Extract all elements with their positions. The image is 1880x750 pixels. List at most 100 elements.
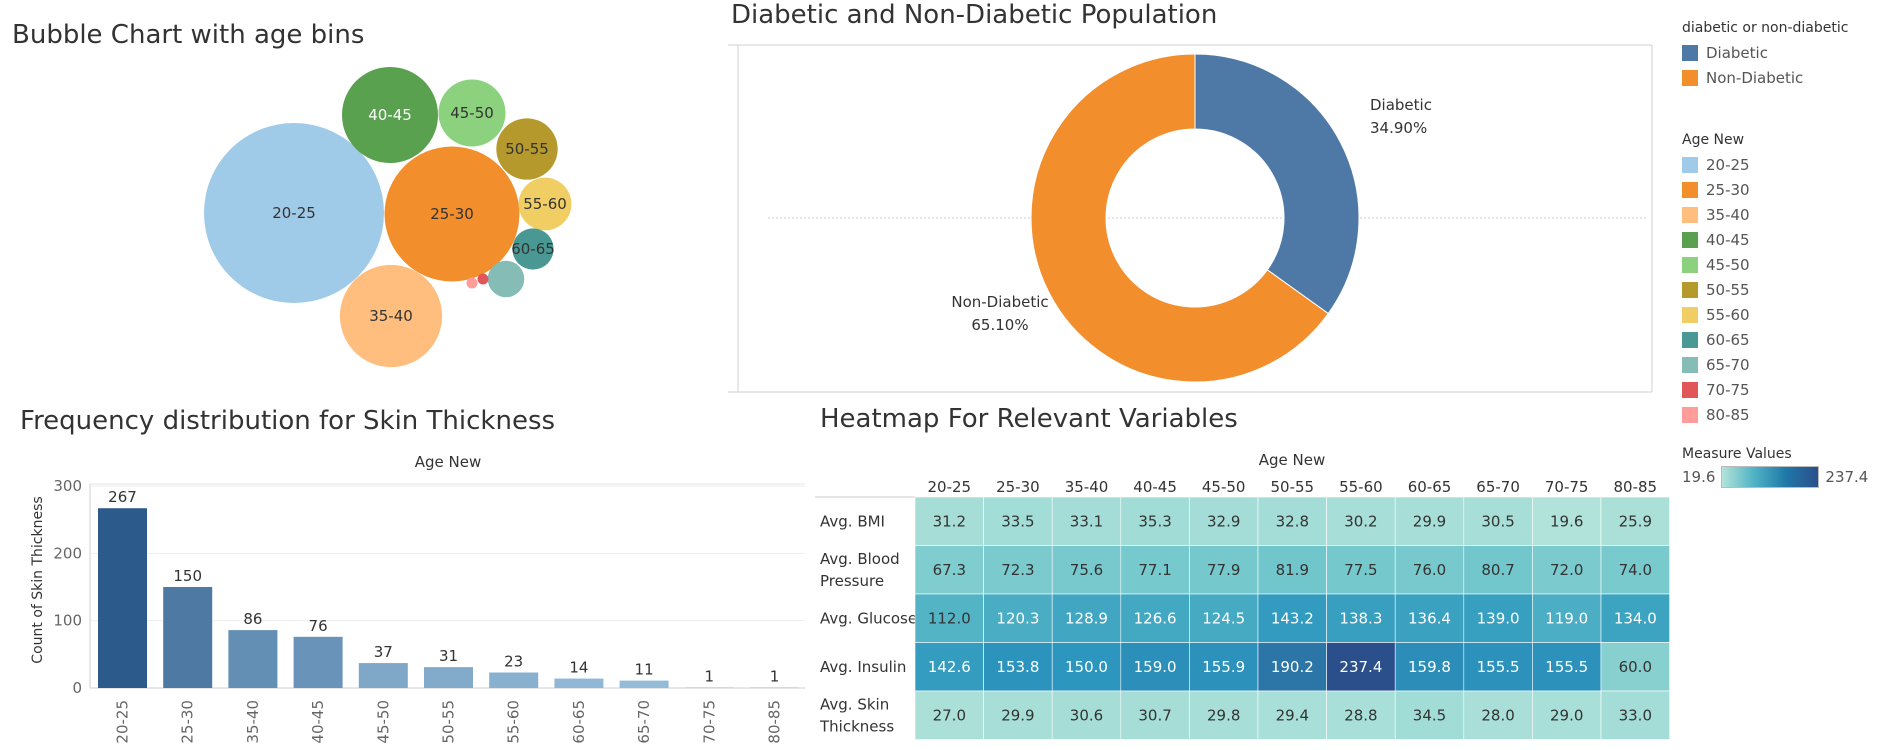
heatmap-cell[interactable] <box>1257 642 1327 692</box>
heatmap-cell[interactable] <box>1532 545 1602 595</box>
bar-y-tick-label: 200 <box>53 544 82 562</box>
bar-value-label: 76 <box>309 617 328 635</box>
bubble[interactable] <box>477 273 489 285</box>
heatmap-cell[interactable] <box>1463 545 1533 595</box>
age-legend-label: 45-50 <box>1706 255 1750 274</box>
bubble[interactable] <box>204 123 384 303</box>
heatmap-cell[interactable] <box>1189 496 1259 546</box>
donut-slice[interactable] <box>1030 53 1329 383</box>
donut-slice-percent: 34.90% <box>1370 119 1427 137</box>
heatmap-cell[interactable] <box>1600 642 1670 692</box>
heatmap-cell-value: 33.1 <box>1070 512 1103 530</box>
age-legend-title: Age New <box>1682 132 1745 148</box>
age-legend-item: 25-30 <box>1682 177 1750 202</box>
heatmap-cell[interactable] <box>1326 690 1396 740</box>
bar[interactable] <box>750 687 799 688</box>
heatmap-cell[interactable] <box>1257 690 1327 740</box>
bar[interactable] <box>358 663 408 688</box>
heatmap-cell[interactable] <box>1326 593 1396 643</box>
heatmap-cell-value: 134.0 <box>1614 609 1657 627</box>
heatmap-cell[interactable] <box>1532 496 1602 546</box>
bar[interactable] <box>424 667 473 688</box>
heatmap-row-label: Thickness <box>819 717 894 735</box>
heatmap-cell[interactable] <box>1463 690 1533 740</box>
heatmap-cell[interactable] <box>983 690 1053 740</box>
heatmap-cell-value: 128.9 <box>1065 609 1108 627</box>
bubble[interactable] <box>487 260 525 298</box>
heatmap-cell[interactable] <box>1600 545 1670 595</box>
heatmap-cell[interactable] <box>1120 545 1190 595</box>
heatmap-cell-value: 76.0 <box>1413 561 1446 579</box>
age-legend-swatch <box>1682 281 1698 298</box>
bubble[interactable] <box>496 118 558 180</box>
heatmap-cell[interactable] <box>1051 496 1122 546</box>
heatmap-cell[interactable] <box>1532 642 1602 692</box>
heatmap-column-header: 50-55 <box>1271 478 1315 496</box>
bar[interactable] <box>489 672 539 688</box>
heatmap-cell[interactable] <box>1532 690 1602 740</box>
diabetic-legend-label: Non-Diabetic <box>1706 68 1804 87</box>
bar[interactable] <box>619 680 669 688</box>
bubble[interactable] <box>341 66 439 164</box>
heatmap-cell[interactable] <box>1051 545 1122 595</box>
bar[interactable] <box>554 678 604 688</box>
heatmap-cell[interactable] <box>1120 496 1190 546</box>
heatmap-cell[interactable] <box>983 593 1053 643</box>
heatmap-cell[interactable] <box>983 496 1053 546</box>
donut-chart-title: Diabetic and Non-Diabetic Population <box>731 0 1218 30</box>
heatmap-cell[interactable] <box>1189 690 1259 740</box>
heatmap-cell[interactable] <box>1463 642 1533 692</box>
bubble[interactable] <box>466 277 478 289</box>
bubble-label: 40-45 <box>368 106 412 124</box>
bar[interactable] <box>228 630 278 688</box>
age-legend-label: 50-55 <box>1706 280 1750 299</box>
heatmap-title: Heatmap For Relevant Variables <box>820 404 1238 434</box>
bar[interactable] <box>98 508 147 688</box>
heatmap-cell[interactable] <box>1257 496 1327 546</box>
heatmap-cell[interactable] <box>1051 593 1122 643</box>
bubble[interactable] <box>512 228 554 270</box>
heatmap-cell[interactable] <box>1394 690 1465 740</box>
heatmap-column-header: 65-70 <box>1476 478 1520 496</box>
age-legend: Age New 20-25 25-30 35-40 40-45 45-50 50-55 55… <box>1682 132 1750 427</box>
heatmap-column-header: 80-85 <box>1614 478 1658 496</box>
bubble[interactable] <box>384 146 520 282</box>
heatmap-cell[interactable] <box>914 496 984 546</box>
heatmap-column-header: 70-75 <box>1545 478 1589 496</box>
heatmap-cell-value: 19.6 <box>1550 512 1583 530</box>
heatmap-cell[interactable] <box>1189 545 1259 595</box>
bubble[interactable] <box>438 79 506 147</box>
heatmap-cell-value: 120.3 <box>996 609 1039 627</box>
heatmap-cell[interactable] <box>1600 690 1670 740</box>
heatmap-cell[interactable] <box>914 593 984 643</box>
heatmap-cell[interactable] <box>1120 593 1190 643</box>
heatmap-cell-value: 30.7 <box>1138 706 1171 724</box>
bar-value-label: 1 <box>705 667 715 685</box>
donut-slice[interactable] <box>1194 53 1360 315</box>
bar[interactable] <box>163 587 213 688</box>
bar[interactable] <box>293 636 343 688</box>
donut-slice-percent: 65.10% <box>971 316 1028 334</box>
heatmap-cell[interactable] <box>1189 593 1259 643</box>
heatmap-cell[interactable] <box>1600 593 1670 643</box>
bubble[interactable] <box>518 177 572 231</box>
heatmap-cell[interactable] <box>1120 690 1190 740</box>
heatmap-cell[interactable] <box>1257 545 1327 595</box>
heatmap-cell[interactable] <box>1257 593 1327 643</box>
heatmap-cell-value: 126.6 <box>1134 609 1177 627</box>
heatmap-cell-value: 139.0 <box>1477 609 1520 627</box>
bubble-label: 25-30 <box>430 205 474 223</box>
bar[interactable] <box>684 687 734 688</box>
heatmap-cell[interactable] <box>1326 545 1396 595</box>
heatmap-cell-value: 77.5 <box>1344 561 1377 579</box>
bar-x-tick-label: 40-45 <box>309 700 327 744</box>
heatmap-cell-value: 32.8 <box>1276 512 1309 530</box>
heatmap-column-header: 35-40 <box>1065 478 1109 496</box>
heatmap-cell[interactable] <box>1051 690 1122 740</box>
heatmap-cell[interactable] <box>1463 496 1533 546</box>
bubble[interactable] <box>339 264 443 368</box>
bubble-label: 60-65 <box>511 240 555 258</box>
heatmap-cell[interactable] <box>983 642 1053 692</box>
heatmap-cell[interactable] <box>1394 545 1465 595</box>
heatmap-cell[interactable] <box>983 545 1053 595</box>
